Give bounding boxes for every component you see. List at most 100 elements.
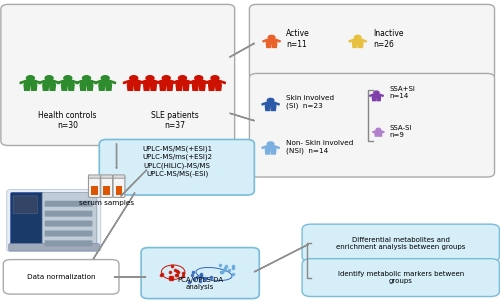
Point — [197, 271, 205, 276]
FancyBboxPatch shape — [113, 175, 125, 178]
Point — [168, 276, 175, 281]
Point — [179, 271, 187, 276]
Point — [218, 269, 226, 274]
Bar — [91, 186, 98, 195]
FancyBboxPatch shape — [44, 231, 92, 236]
Polygon shape — [373, 131, 376, 132]
FancyBboxPatch shape — [302, 224, 500, 262]
Text: SSA-SI
n=9: SSA-SI n=9 — [390, 125, 412, 138]
Point — [222, 263, 230, 268]
Polygon shape — [24, 81, 36, 85]
Circle shape — [374, 91, 379, 94]
Circle shape — [130, 76, 138, 81]
Polygon shape — [378, 133, 382, 136]
FancyBboxPatch shape — [302, 259, 500, 297]
Polygon shape — [99, 81, 112, 85]
Point — [168, 263, 175, 268]
Polygon shape — [87, 85, 93, 90]
Polygon shape — [262, 146, 266, 148]
FancyBboxPatch shape — [4, 260, 119, 294]
Point — [198, 272, 205, 277]
Text: SLE patients
n=37: SLE patients n=37 — [150, 111, 198, 130]
Polygon shape — [266, 43, 271, 48]
Polygon shape — [275, 102, 279, 105]
Point — [216, 269, 224, 274]
FancyBboxPatch shape — [141, 248, 260, 299]
Circle shape — [211, 76, 219, 81]
Polygon shape — [216, 85, 221, 90]
FancyBboxPatch shape — [100, 139, 254, 195]
Point — [230, 266, 237, 271]
Polygon shape — [208, 81, 221, 85]
Polygon shape — [36, 81, 41, 84]
FancyBboxPatch shape — [13, 196, 38, 214]
Bar — [116, 186, 122, 195]
Point — [200, 276, 208, 281]
Polygon shape — [266, 106, 270, 111]
Polygon shape — [349, 39, 354, 42]
Polygon shape — [106, 85, 112, 90]
Polygon shape — [20, 81, 26, 84]
Polygon shape — [39, 81, 44, 84]
Text: SSA+SI
n=14: SSA+SI n=14 — [390, 85, 415, 98]
Point — [201, 275, 209, 280]
Polygon shape — [43, 85, 49, 90]
Polygon shape — [54, 81, 60, 84]
Polygon shape — [128, 85, 133, 90]
FancyBboxPatch shape — [10, 193, 43, 248]
Text: Non- Skin involved
(NSI)  n=14: Non- Skin involved (NSI) n=14 — [286, 140, 354, 154]
Circle shape — [268, 142, 274, 146]
Polygon shape — [139, 81, 144, 84]
FancyBboxPatch shape — [44, 221, 92, 227]
Point — [220, 268, 228, 273]
FancyBboxPatch shape — [44, 240, 92, 246]
Polygon shape — [140, 81, 145, 84]
Polygon shape — [150, 85, 156, 90]
Polygon shape — [144, 85, 150, 90]
Polygon shape — [263, 39, 268, 42]
Polygon shape — [73, 81, 78, 84]
Polygon shape — [266, 146, 276, 150]
Polygon shape — [155, 81, 160, 84]
Point — [172, 272, 180, 277]
FancyBboxPatch shape — [250, 73, 494, 177]
Circle shape — [268, 98, 274, 102]
Text: Differential metabolites and
enrichment analysis between groups: Differential metabolites and enrichment … — [336, 237, 466, 250]
Point — [198, 275, 205, 280]
Point — [174, 269, 182, 274]
Text: Health controls
n=30: Health controls n=30 — [38, 111, 96, 130]
Circle shape — [178, 76, 186, 81]
Polygon shape — [200, 85, 205, 90]
Text: Inactive
n=26: Inactive n=26 — [374, 29, 404, 48]
FancyBboxPatch shape — [101, 175, 112, 178]
Polygon shape — [276, 39, 280, 42]
Polygon shape — [192, 85, 198, 90]
Point — [222, 265, 230, 270]
FancyBboxPatch shape — [44, 201, 92, 207]
Polygon shape — [375, 133, 378, 136]
Polygon shape — [156, 81, 161, 84]
Polygon shape — [362, 39, 366, 42]
Polygon shape — [80, 85, 86, 90]
FancyBboxPatch shape — [44, 211, 92, 217]
Polygon shape — [275, 146, 279, 148]
Polygon shape — [160, 85, 166, 90]
Polygon shape — [271, 150, 276, 154]
Point — [172, 272, 180, 277]
Polygon shape — [172, 81, 176, 84]
Polygon shape — [124, 81, 128, 84]
Circle shape — [162, 76, 170, 81]
Polygon shape — [188, 81, 194, 84]
Point — [170, 268, 178, 273]
Text: serum samples: serum samples — [79, 200, 134, 205]
Circle shape — [354, 35, 361, 39]
Polygon shape — [380, 94, 383, 96]
Polygon shape — [99, 85, 104, 90]
Polygon shape — [183, 85, 189, 90]
Polygon shape — [266, 39, 277, 43]
Point — [168, 274, 176, 279]
Text: Identify metabolic markers between
groups: Identify metabolic markers between group… — [338, 271, 464, 284]
Point — [188, 272, 196, 277]
Polygon shape — [128, 81, 140, 85]
Circle shape — [82, 76, 90, 81]
